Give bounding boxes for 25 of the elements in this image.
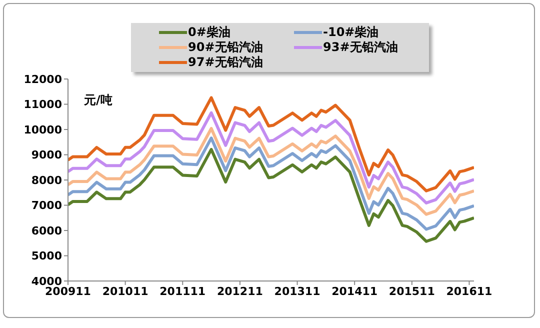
legend-label: 0#柴油 bbox=[188, 25, 230, 40]
y-tick-label: 8000 bbox=[31, 174, 62, 187]
y-tick-label: 12000 bbox=[24, 72, 62, 86]
x-tick-label: 201411 bbox=[332, 284, 378, 298]
y-tick-label: 9000 bbox=[31, 148, 62, 162]
legend-label: 93#无铅汽油 bbox=[323, 40, 398, 55]
legend-label: 97#无铅汽油 bbox=[188, 55, 263, 70]
x-tick-label: 201211 bbox=[216, 284, 263, 298]
line-series bbox=[68, 126, 474, 216]
x-tick-label: 201611 bbox=[446, 284, 492, 298]
line-series bbox=[68, 136, 474, 231]
y-tick-label: 7000 bbox=[31, 199, 62, 212]
x-tick-label: 201311 bbox=[274, 284, 320, 298]
y-tick-label: 6000 bbox=[31, 224, 62, 238]
legend-label: 90#无铅汽油 bbox=[188, 40, 263, 55]
y-tick-label: 5000 bbox=[31, 250, 62, 263]
x-tick-label: 201111 bbox=[160, 284, 206, 298]
line-series bbox=[68, 148, 474, 243]
y-axis-title: 元/吨 bbox=[84, 92, 112, 109]
legend-label: -10#柴油 bbox=[323, 25, 379, 40]
x-tick-label: 201011 bbox=[102, 284, 148, 298]
y-tick-label: 11000 bbox=[24, 98, 62, 112]
line-series bbox=[68, 111, 474, 204]
y-tick-label: 10000 bbox=[24, 123, 62, 136]
x-tick-label: 201511 bbox=[388, 284, 435, 298]
